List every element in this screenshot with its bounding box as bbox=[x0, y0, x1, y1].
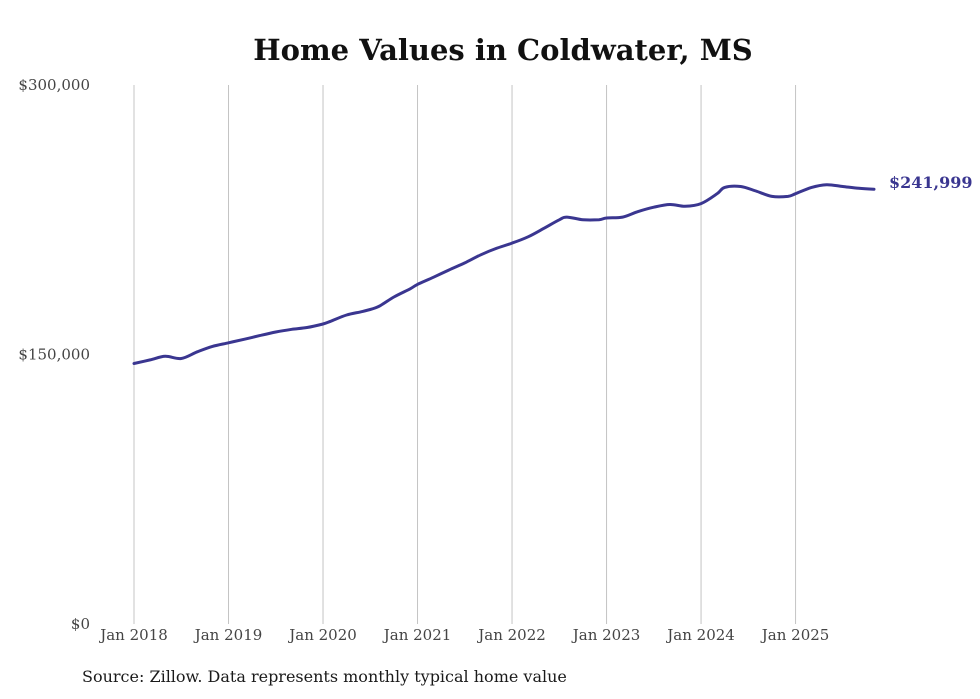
x-tick-label: Jan 2022 bbox=[476, 626, 546, 644]
x-tick-label: Jan 2020 bbox=[287, 626, 357, 644]
y-tick-label: $150,000 bbox=[18, 346, 90, 364]
y-axis-ticks: $0 $150,000 $300,000 bbox=[18, 76, 90, 633]
x-tick-label: Jan 2021 bbox=[382, 626, 452, 644]
gridlines bbox=[133, 85, 797, 624]
x-tick-label: Jan 2025 bbox=[760, 626, 830, 644]
source-note: Source: Zillow. Data represents monthly … bbox=[82, 667, 567, 686]
end-value-label: $241,999 bbox=[889, 173, 973, 192]
x-tick-label: Jan 2019 bbox=[193, 626, 263, 644]
series-layer: $241,999 bbox=[132, 173, 973, 365]
y-tick-label: $300,000 bbox=[18, 76, 90, 94]
x-tick-label: Jan 2024 bbox=[665, 626, 735, 644]
x-tick-label: Jan 2018 bbox=[98, 626, 168, 644]
series-line bbox=[132, 183, 876, 365]
y-tick-label: $0 bbox=[71, 615, 90, 633]
chart-title: Home Values in Coldwater, MS bbox=[253, 33, 753, 67]
x-axis-ticks: Jan 2018 Jan 2019 Jan 2020 Jan 2021 Jan 2022… bbox=[98, 626, 829, 644]
x-tick-label: Jan 2023 bbox=[571, 626, 641, 644]
